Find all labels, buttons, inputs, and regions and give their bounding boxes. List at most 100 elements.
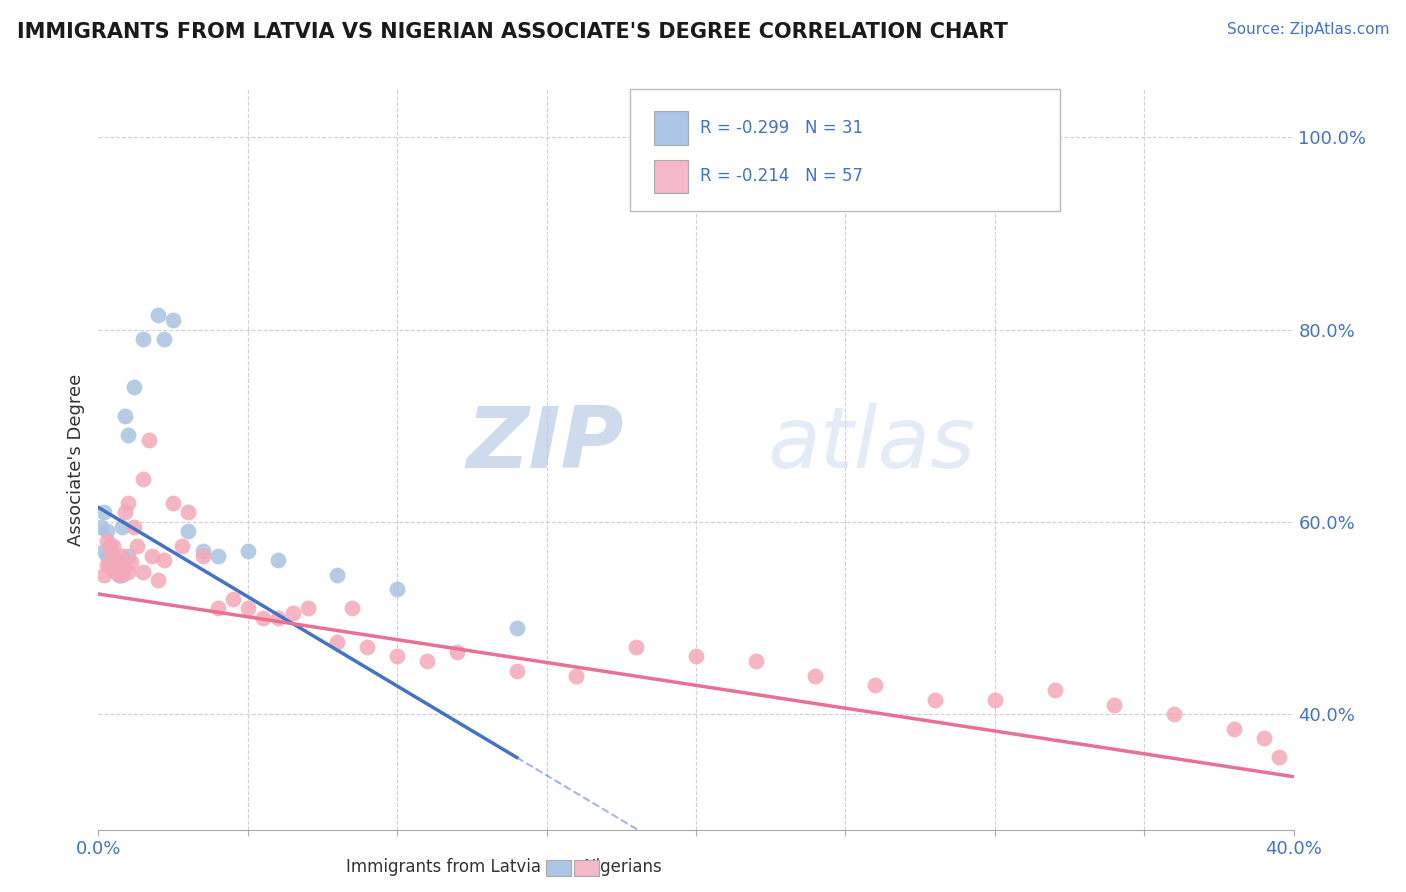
- Point: [685, 649, 707, 664]
- Point: [385, 582, 409, 597]
- Point: [132, 472, 155, 486]
- Point: [252, 611, 274, 625]
- Point: [177, 505, 200, 519]
- Point: [326, 567, 349, 582]
- Point: [162, 496, 184, 510]
- Point: [117, 496, 139, 510]
- Point: [804, 669, 827, 683]
- Point: [207, 601, 229, 615]
- Point: [98, 543, 122, 558]
- Point: [924, 692, 946, 706]
- Point: [141, 549, 163, 563]
- Text: Nigerians: Nigerians: [583, 858, 662, 876]
- Point: [117, 549, 139, 563]
- Point: [356, 640, 378, 654]
- Point: [281, 606, 304, 620]
- Point: [132, 565, 155, 579]
- Point: [108, 567, 131, 582]
- Point: [148, 308, 170, 322]
- FancyBboxPatch shape: [630, 89, 1060, 211]
- Point: [111, 567, 134, 582]
- Point: [108, 558, 131, 573]
- Bar: [654, 112, 688, 145]
- Point: [177, 524, 200, 539]
- Point: [93, 505, 115, 519]
- Point: [96, 558, 118, 573]
- Point: [124, 519, 146, 533]
- Text: atlas: atlas: [768, 403, 976, 486]
- Point: [114, 409, 136, 423]
- Point: [506, 621, 529, 635]
- Point: [385, 649, 409, 664]
- Point: [236, 601, 259, 615]
- Point: [326, 635, 349, 649]
- Point: [105, 563, 128, 577]
- Point: [342, 601, 364, 615]
- Point: [1163, 707, 1185, 722]
- Point: [1104, 698, 1126, 712]
- Point: [207, 549, 229, 563]
- Point: [1267, 750, 1289, 764]
- Point: [105, 563, 128, 577]
- Point: [984, 692, 1007, 706]
- Point: [96, 524, 118, 539]
- Point: [108, 558, 131, 573]
- Point: [153, 332, 176, 346]
- Point: [745, 654, 768, 668]
- Text: Immigrants from Latvia: Immigrants from Latvia: [346, 858, 541, 876]
- Point: [297, 601, 319, 615]
- Point: [103, 549, 125, 563]
- Text: IMMIGRANTS FROM LATVIA VS NIGERIAN ASSOCIATE'S DEGREE CORRELATION CHART: IMMIGRANTS FROM LATVIA VS NIGERIAN ASSOC…: [17, 22, 1008, 42]
- Point: [98, 558, 122, 573]
- Point: [1043, 683, 1066, 698]
- Point: [93, 567, 115, 582]
- Point: [222, 591, 245, 606]
- Point: [103, 563, 125, 577]
- Point: [172, 539, 194, 553]
- Text: R = -0.299   N = 31: R = -0.299 N = 31: [700, 119, 863, 136]
- Bar: [654, 160, 688, 193]
- Point: [506, 664, 529, 678]
- Point: [111, 519, 134, 533]
- Point: [117, 428, 139, 442]
- Y-axis label: Associate's Degree: Associate's Degree: [66, 373, 84, 546]
- Point: [117, 565, 139, 579]
- Point: [98, 539, 122, 553]
- Point: [236, 543, 259, 558]
- Point: [191, 543, 214, 558]
- Point: [108, 567, 131, 582]
- Point: [153, 553, 176, 567]
- Point: [138, 433, 160, 447]
- Point: [865, 678, 887, 692]
- Point: [446, 645, 468, 659]
- Point: [103, 539, 125, 553]
- Point: [132, 332, 155, 346]
- Point: [267, 553, 290, 567]
- Point: [191, 549, 214, 563]
- Point: [98, 558, 122, 573]
- Point: [127, 539, 149, 553]
- Text: Source: ZipAtlas.com: Source: ZipAtlas.com: [1226, 22, 1389, 37]
- Point: [124, 380, 146, 394]
- Point: [111, 549, 134, 563]
- Point: [93, 543, 115, 558]
- Point: [148, 573, 170, 587]
- Point: [105, 553, 128, 567]
- Point: [120, 555, 142, 569]
- Point: [416, 654, 439, 668]
- Point: [96, 549, 118, 563]
- Point: [105, 553, 128, 567]
- Point: [103, 563, 125, 577]
- Point: [114, 505, 136, 519]
- Point: [1223, 722, 1246, 736]
- Point: [162, 313, 184, 327]
- Point: [565, 669, 588, 683]
- Point: [90, 519, 112, 533]
- Point: [267, 611, 290, 625]
- Point: [111, 565, 134, 579]
- Point: [96, 534, 118, 549]
- Text: ZIP: ZIP: [467, 403, 624, 486]
- Point: [626, 640, 648, 654]
- Text: R = -0.214   N = 57: R = -0.214 N = 57: [700, 167, 862, 185]
- Point: [1253, 731, 1275, 746]
